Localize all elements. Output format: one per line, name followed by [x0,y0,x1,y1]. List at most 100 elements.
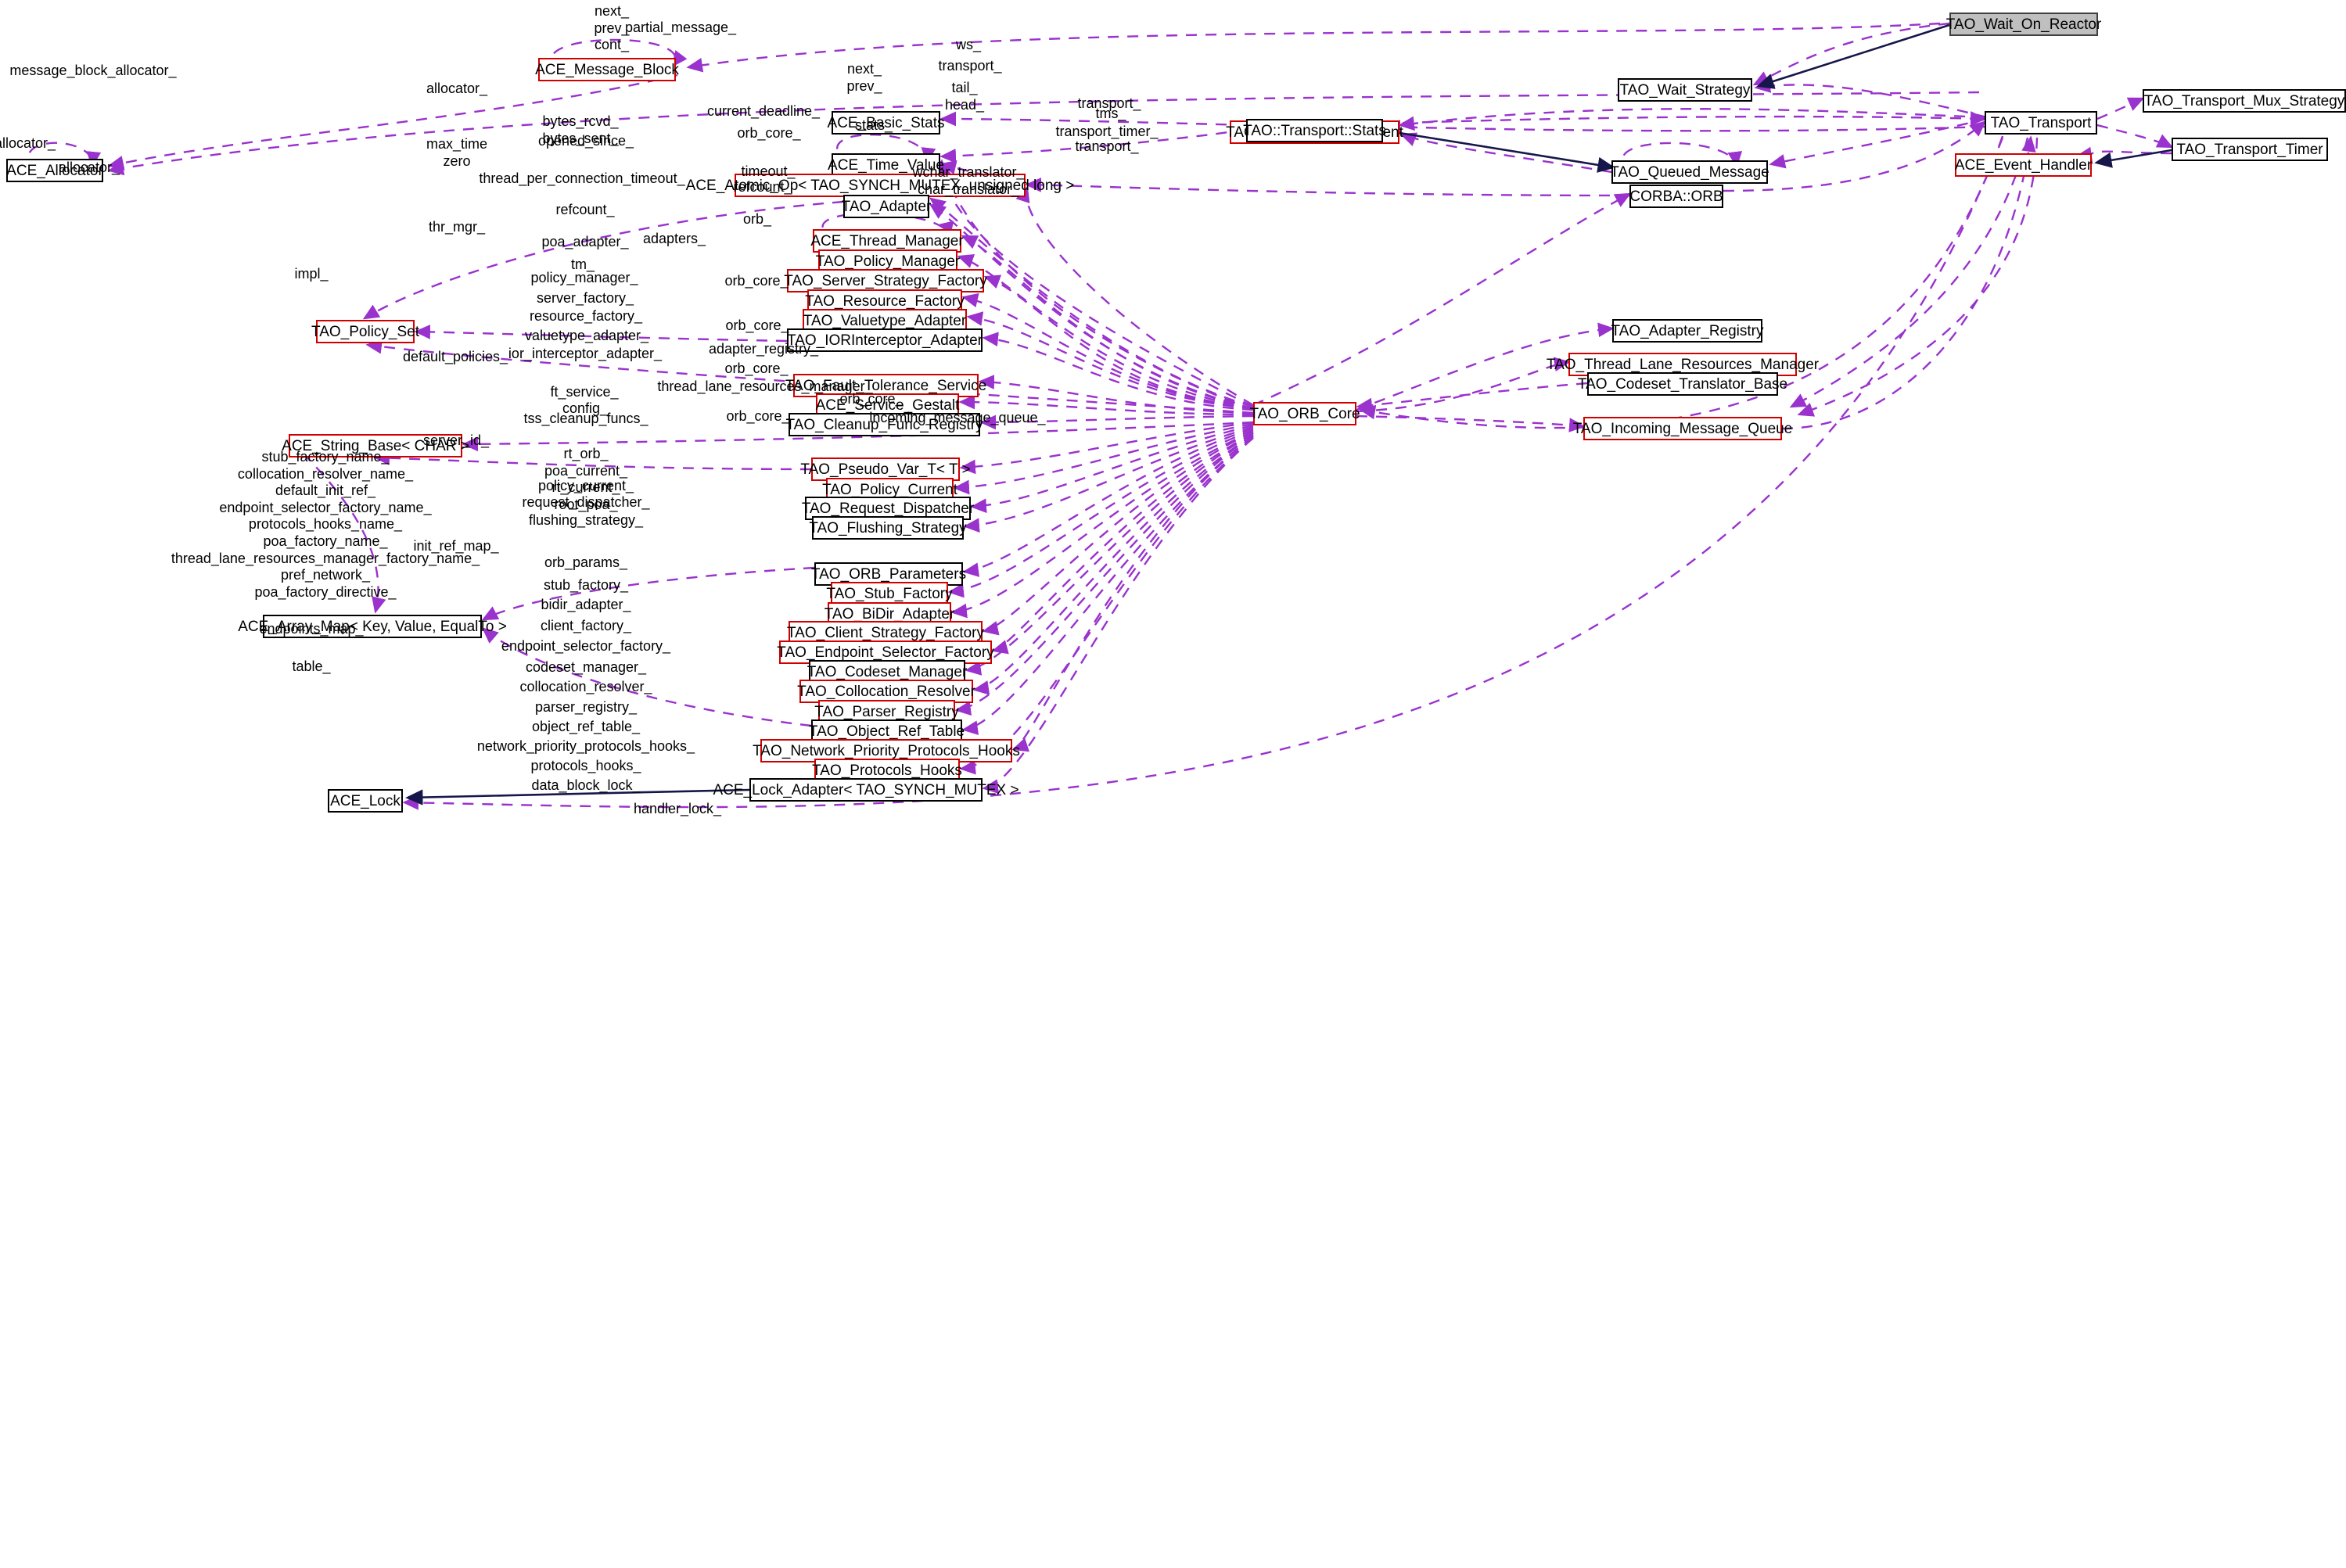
edge-label-l-tail-head: tail_ head_ [945,80,984,113]
class-node-ace_thread_manager[interactable]: ACE_Thread_Manager [810,229,964,253]
class-node-ace_event_handler[interactable]: ACE_Event_Handler [1955,153,2092,177]
class-node-ace_message_block[interactable]: ACE_Message_Block [535,58,679,81]
edge-label-l-orb-params: orb_params_ [544,554,627,571]
edge-label-l-default-pol: default_policies_ [403,349,508,365]
edge-label-l-parser-reg: parser_registry_ [535,699,637,716]
edge-label-l-table: table_ [292,658,330,675]
class-node-label: TAO_IORInterceptor_Adapter [787,332,983,349]
edge-label-l-tm: tm_ [571,257,595,273]
class-node-tao_wait_strategy[interactable]: TAO_Wait_Strategy [1618,78,1752,102]
edge-label-line: head_ [944,96,985,113]
class-node-label: TAO_Policy_Current [822,481,957,498]
class-node-tao_cleanup_func[interactable]: TAO_Cleanup_Func_Registry [785,413,983,436]
class-node-tao_network_priority[interactable]: TAO_Network_Priority_Protocols_Hooks [753,739,1020,762]
class-node-label: TAO_Policy_Manager [815,253,961,270]
edge-label-l-config: config_ [562,400,608,417]
edge-label-l-bytes: bytes_rcvd_ bytes_sent_ [542,113,618,147]
class-node-tao_queued_message[interactable]: TAO_Queued_Message [1610,160,1769,184]
edge-label-l-next-prev: next_ prev_ [846,61,882,95]
edge-label-line: ft_service_ [550,384,619,400]
edge-label-l-timeout: timeout_ [741,163,795,180]
class-node-ace_basic_stats[interactable]: ACE_Basic_Stats [828,111,944,135]
class-node-tao_orb_core[interactable]: TAO_ORB_Core [1249,402,1360,425]
class-node-label: TAO_Policy_Set [311,323,419,340]
class-node-tao_transport[interactable]: TAO_Transport [1985,111,2097,135]
class-node-tao_flushing_strat[interactable]: TAO_Flushing_Strategy [809,516,967,540]
edge-label-l-server-id: server_id_ [423,432,489,449]
class-node-label: TAO_Valuetype_Adapter [803,312,967,329]
class-node-tao_stub_factory[interactable]: TAO_Stub_Factory [826,582,953,605]
class-node-label: TAO_Transport_Timer [2176,141,2323,158]
edge-label-line: tm_ [570,257,595,272]
class-node-tao_collocation_res[interactable]: TAO_Collocation_Resolver [797,680,975,703]
edge-label-line: object_ref_table_ [531,719,641,734]
edge-label-l-endpoint-sel: endpoint_selector_factory_ [501,638,670,655]
edge-label-l-thread-lane: thread_lane_resources_manager_ [657,379,872,395]
edge-label-line: stub_factory_name_ [261,449,390,465]
edge-label-line: config_ [562,400,609,416]
edge-label-l-handler-lock: handler_lock_ [634,801,721,817]
edge-label-line: thread_lane_resources_manager_factory_na… [171,550,480,566]
edge-label-line: prev_ [594,20,630,36]
class-node-tao_codeset_trans[interactable]: TAO_Codeset_Translator_Base [1578,372,1787,396]
class-node-tao_pseudo_var_t[interactable]: TAO_Pseudo_Var_T< T > [800,457,971,481]
class-node-label: TAO_ORB_Core [1249,405,1360,422]
class-node-tao_policy_set[interactable]: TAO_Policy_Set [311,320,419,343]
edge-label-l-current-dl: current_deadline_ [707,103,820,120]
class-node-label: TAO_Stub_Factory [826,585,953,602]
edge-label-line: poa_current_ [544,462,628,479]
edge-label-line: poa_factory_directive_ [254,583,397,600]
class-node-label: TAO_Wait_Strategy [1619,81,1751,99]
edge-label-line: ior_interceptor_adapter_ [508,346,663,361]
edge-label-l-mb-alloc: message_block_allocator_ [9,63,176,79]
edge-label-l-client-factory: client_factory_ [541,618,631,634]
edge-label-line: thread_per_connection_timeout_ [479,170,685,186]
class-node-label: TAO_Fault_Tolerance_Service [785,377,987,394]
class-node-ace_lock_adapter[interactable]: ACE_Lock_Adapter< TAO_SYNCH_MUTEX > [713,778,1019,802]
class-node-tao_adapter[interactable]: TAO_Adapter [842,195,931,218]
class-node-tao_wait_on_reactor[interactable]: TAO_Wait_On_Reactor [1946,13,2101,36]
edge-label-l-tss-cleanup: tss_cleanup_funcs_ [523,411,648,427]
class-node-ace_string_base[interactable]: ACE_String_Base< CHAR > [282,434,469,457]
class-node-ace_lock[interactable]: ACE_Lock [328,789,403,813]
edge-label-line: data_block_lock_ [531,777,641,793]
edge-label-line: max_time [426,136,488,152]
class-node-ace_atomic_op[interactable]: ACE_Atomic_Op< TAO_SYNCH_MUTEX, unsigned… [686,174,1074,197]
class-node-label: TAO_Transport_Mux_Strategy [2143,92,2345,109]
class-node-label: ACE_Lock [330,792,401,809]
edge-label-l-incoming-mq: incoming_message_queue_ [869,410,1045,426]
edge-label-line: handler_lock_ [633,801,722,816]
class-node-tao_incoming_msgq[interactable]: TAO_Incoming_Message_Queue [1573,417,1792,440]
edge-label-line: flushing_strategy_ [528,512,644,528]
class-node-tao_iorinterceptor[interactable]: TAO_IORInterceptor_Adapter [787,328,983,352]
edge-label-l-orb-core-b: orb_core_ [724,273,788,289]
edge-label-line: default_policies_ [402,349,508,364]
class-node-tao_transport_timer[interactable]: TAO_Transport_Timer [2172,138,2328,161]
edge-label-l-orb-core-d: orb_core_ [724,361,788,377]
edge-label-line: bytes_rcvd_ [542,113,619,129]
edge-label-line: policy_current_ [537,478,634,493]
class-node-tao_adapter_registry[interactable]: TAO_Adapter_Registry [1611,319,1764,343]
class-node-ace_allocator[interactable]: ACE_Allocator [6,159,103,182]
edge-label-l-flushing: flushing_strategy_ [529,512,643,529]
edge-label-line: orb_core_ [726,408,790,424]
edge-label-l-valuetype: valuetype_adapter_ [525,328,648,344]
edge-label-l-codeset-mgr: codeset_manager_ [526,659,646,676]
edge-label-line: rt_orb_ [563,446,609,461]
class-node-label: TAO_Resource_Factory [805,292,965,310]
class-node-label: ACE_Lock_Adapter< TAO_SYNCH_MUTEX > [713,781,1019,798]
edge-label-l-orb: orb_ [743,211,771,228]
class-node-label: TAO_Client_Strategy_Factory [786,624,985,641]
class-node-tao_transport_mux[interactable]: TAO_Transport_Mux_Strategy [2143,89,2346,113]
class-node-corba_orb[interactable]: CORBA::ORB [1629,185,1723,208]
edge-label-line: codeset_manager_ [525,659,647,675]
class-node-label: TAO_Incoming_Message_Queue [1572,420,1793,437]
class-node-label: TAO::Transport::Stats [1243,122,1386,139]
edge-label-line: default_init_ref_ [275,483,376,499]
edge-label-l-wchar-trans: wchar_translator_ char_translator_ [912,164,1024,198]
edge-label-line: refcount_ [555,202,615,217]
edge-label-l-partial-msg: partial_message_ [625,20,736,36]
class-node-ace_array_map[interactable]: ACE_Array_Map< Key, Value, EqualTo > [238,615,507,638]
edge-label-line: endpoint_selector_factory_ [501,638,671,654]
class-node-tao_transport_stats[interactable]: TAO::Transport::Stats [1243,119,1386,142]
